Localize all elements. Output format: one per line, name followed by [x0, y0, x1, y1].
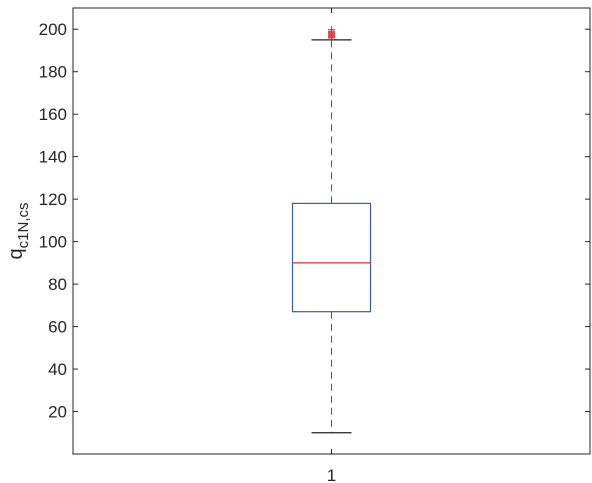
- y-axis-label-subscript: c1N,cs: [15, 203, 32, 249]
- y-tick-label: 120: [39, 190, 67, 209]
- y-tick-label: 140: [39, 148, 67, 167]
- outlier-point: +: [327, 23, 336, 36]
- outlier-point: +: [327, 29, 336, 42]
- outlier-point: +: [327, 27, 336, 40]
- outlier-point: +: [327, 31, 336, 44]
- y-tick-label: 180: [39, 63, 67, 82]
- outlier-point: +: [327, 30, 336, 43]
- y-tick-label: 160: [39, 105, 67, 124]
- outlier-point: +: [327, 32, 336, 45]
- box-iqr: [291, 202, 372, 313]
- outlier-point: +: [327, 26, 336, 39]
- y-axis-label-base: q: [5, 248, 27, 259]
- x-tick-label: 1: [327, 466, 336, 483]
- y-tick-label: 100: [39, 233, 67, 252]
- box-series: +++++++++: [291, 23, 372, 434]
- outlier-point: +: [327, 24, 336, 37]
- y-tick-label: 60: [48, 318, 67, 337]
- outlier-point: +: [327, 25, 336, 38]
- y-tick-label: 40: [48, 360, 67, 379]
- y-tick-label: 80: [48, 275, 67, 294]
- x-axis-ticks: 1: [327, 8, 336, 483]
- y-tick-label: 20: [48, 403, 67, 422]
- y-tick-label: 200: [39, 20, 67, 39]
- y-axis-label: qc1N,cs: [5, 203, 32, 260]
- y-axis-ticks: 20 40 60 80 100 120 140 160 180 200: [39, 20, 590, 422]
